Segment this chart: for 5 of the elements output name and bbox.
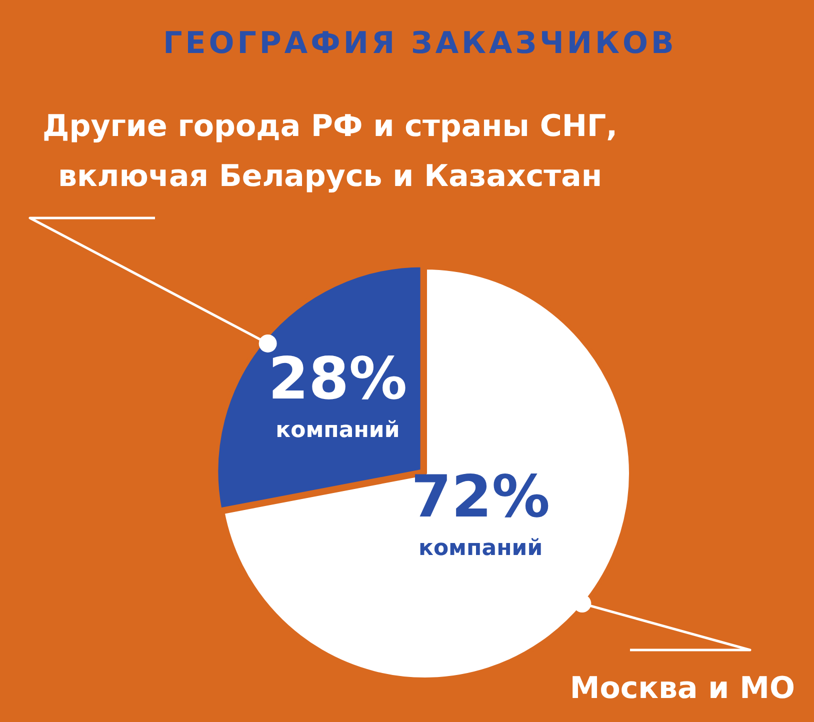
slice-label: Москва и МО xyxy=(570,670,795,706)
data-label: 72% компаний xyxy=(411,462,550,562)
chart-title: ГЕОГРАФИЯ ЗАКАЗЧИКОВ xyxy=(163,26,677,61)
slice-label: Другие города РФ и страны СНГ, включая Беларусь и Казахстан xyxy=(42,108,618,194)
data-label: 28% компаний xyxy=(268,344,408,443)
